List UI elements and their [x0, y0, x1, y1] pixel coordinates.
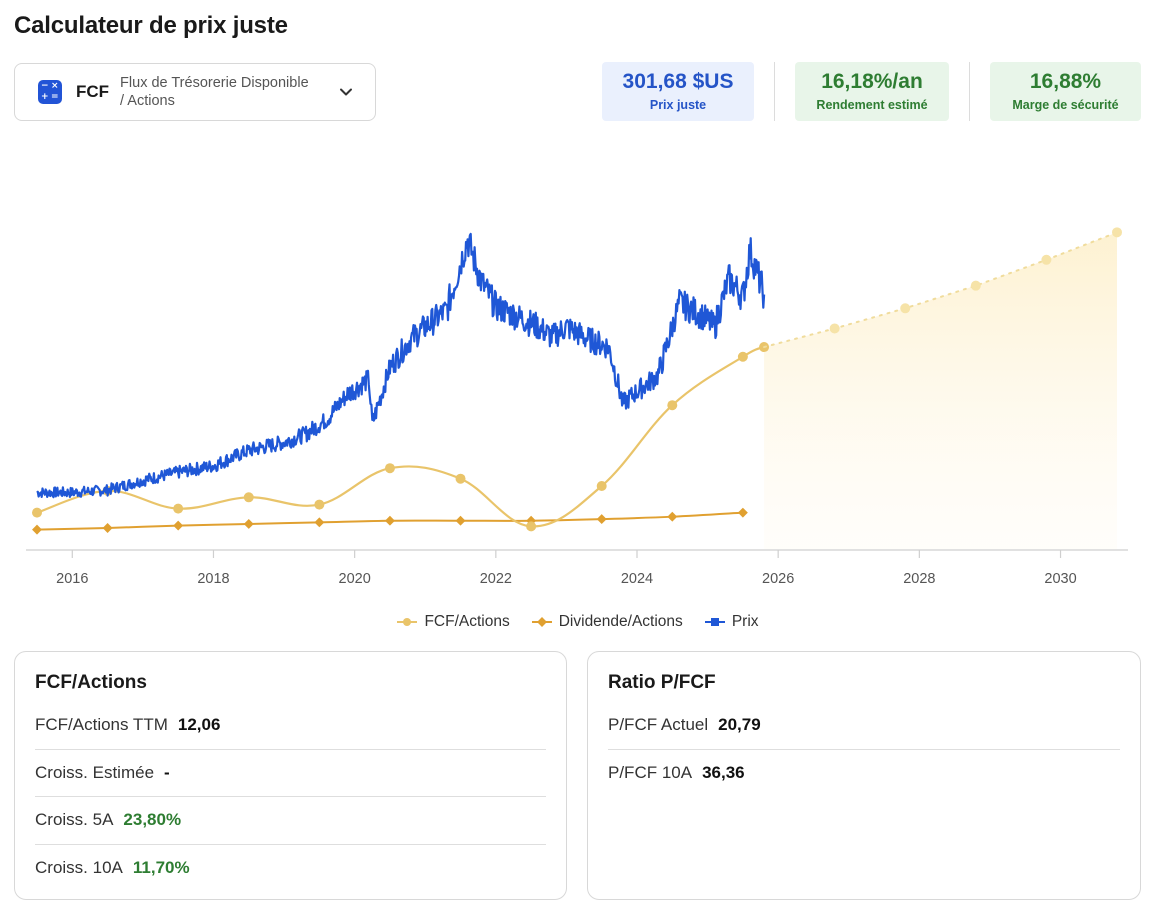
ratio-row-10y: P/FCF 10A 36,36 [608, 750, 1120, 798]
fcf-projection-point [1112, 227, 1122, 238]
metric-description: Flux de Trésorerie Disponible / Actions [120, 75, 309, 109]
fair-price-card: 301,68 $US Prix juste [602, 62, 754, 121]
safety-margin-value: 16,88% [1029, 70, 1102, 93]
row-label: Croiss. 10A [35, 858, 123, 878]
dividend-point [384, 515, 395, 526]
kpi-divider [774, 62, 775, 121]
fcf-row-growth-5y: Croiss. 5A 23,80% [35, 797, 546, 845]
x-tick-label: 2016 [56, 571, 88, 587]
legend-dividend[interactable]: Dividende/Actions [531, 613, 683, 631]
fcf-point [314, 499, 325, 510]
legend-price-marker [704, 618, 725, 626]
dividend-point [737, 507, 748, 518]
fcf-point [173, 503, 184, 514]
fair-price-value: 301,68 $US [622, 70, 734, 93]
legend-dividend-label: Dividende/Actions [558, 613, 683, 630]
estimated-return-value: 16,18%/an [821, 70, 923, 93]
fcf-point [596, 480, 607, 491]
fcf-point [667, 400, 678, 411]
fcf-projection-line [763, 231, 1118, 349]
fair-price-label: Prix juste [649, 98, 707, 112]
dividend-point [314, 517, 325, 528]
metric-code: FCF [76, 82, 110, 101]
fcf-row-ttm: FCF/Actions TTM 12,06 [35, 702, 546, 750]
estimated-return-card: 16,18%/an Rendement estimé [795, 62, 949, 121]
x-tick-label: 2018 [197, 571, 229, 587]
dividend-point [32, 524, 42, 535]
fcf-card-title: FCF/Actions [35, 672, 147, 693]
fcf-projection-point [829, 323, 840, 334]
dividend-point [596, 514, 607, 525]
x-tick-label: 2022 [480, 571, 512, 587]
row-label: P/FCF 10A [608, 763, 693, 783]
x-tick-label: 2028 [903, 571, 935, 587]
legend-fcf[interactable]: FCF/Actions [397, 613, 510, 631]
x-tick-label: 2020 [339, 571, 371, 587]
dividend-point [667, 511, 678, 522]
row-value: 23,80% [123, 810, 182, 830]
x-tick-label: 2026 [762, 571, 794, 587]
row-label: Croiss. Estimée [35, 762, 155, 782]
fcf-point [32, 507, 42, 518]
dividend-point [243, 519, 254, 529]
safety-margin-card: 16,88% Marge de sécurité [990, 62, 1141, 121]
fcf-row-growth-10y: Croiss. 10A 11,70% [35, 845, 546, 893]
fcf-card: FCF/Actions FCF/Actions TTM 12,06 Croiss… [14, 651, 567, 900]
fair-price-chart: 2016 2018 2020 2022 2024 2026 2028 2030 [26, 227, 1128, 587]
fcf-point [243, 492, 254, 503]
fcf-point [737, 351, 748, 362]
ratio-row-current: P/FCF Actuel 20,79 [608, 702, 1120, 750]
price-line [36, 232, 766, 499]
fcf-row-estimated-growth: Croiss. Estimée - [35, 750, 546, 797]
x-tick-label: 2024 [621, 571, 653, 587]
row-value: 20,79 [718, 715, 761, 735]
calculator-icon: − × + = [38, 80, 62, 104]
fcf-point [455, 473, 466, 484]
row-value: 11,70% [132, 858, 190, 878]
chevron-down-icon [340, 88, 352, 96]
row-value: - [164, 762, 170, 782]
chart-legend: FCF/Actions Dividende/Actions Prix [0, 613, 1156, 631]
fcf-projection-point [900, 303, 911, 314]
row-label: Croiss. 5A [35, 810, 114, 830]
row-value: 12,06 [177, 715, 221, 735]
metric-selector[interactable]: − × + = FCF Flux de Trésorerie Disponible … [14, 63, 376, 121]
fcf-projection-point [970, 280, 981, 291]
legend-fcf-label: FCF/Actions [424, 613, 510, 630]
fcf-projection-point [1041, 254, 1052, 265]
fcf-point [526, 521, 537, 532]
legend-price[interactable]: Prix [704, 613, 759, 631]
legend-dividend-marker [531, 617, 552, 627]
row-label: P/FCF Actuel [608, 715, 709, 735]
page-title: Calculateur de prix juste [14, 12, 288, 39]
ratio-card: Ratio P/FCF P/FCF Actuel 20,79 P/FCF 10A… [587, 651, 1141, 900]
dividend-point [173, 520, 184, 531]
fcf-point [384, 463, 395, 474]
ratio-card-title: Ratio P/FCF [608, 672, 716, 693]
dividend-point [455, 515, 466, 526]
row-value: 36,36 [702, 763, 745, 783]
row-label: FCF/Actions TTM [35, 715, 168, 735]
safety-margin-label: Marge de sécurité [1012, 98, 1119, 112]
estimated-return-label: Rendement estimé [816, 98, 928, 112]
kpi-divider [969, 62, 970, 121]
projection-area [764, 232, 1117, 549]
dividend-point [102, 523, 113, 533]
x-tick-label: 2030 [1044, 571, 1076, 587]
fcf-line [36, 346, 765, 528]
legend-fcf-marker [397, 618, 418, 626]
legend-price-label: Prix [731, 613, 759, 630]
